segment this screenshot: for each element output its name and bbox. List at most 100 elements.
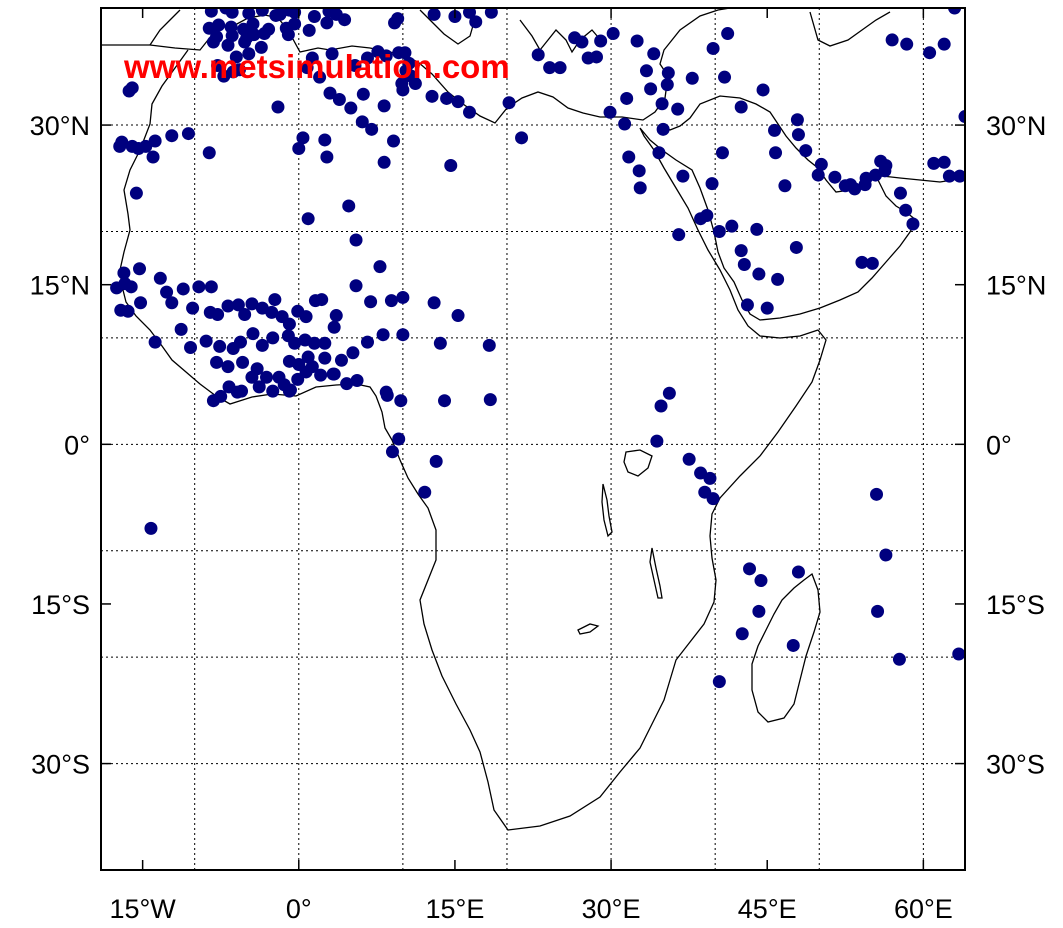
station-marker xyxy=(484,8,498,19)
station-marker xyxy=(300,61,314,75)
station-marker xyxy=(320,16,334,30)
station-marker xyxy=(906,217,920,231)
station-marker xyxy=(789,240,803,254)
station-marker xyxy=(296,131,310,145)
station-marker xyxy=(332,93,346,107)
station-marker xyxy=(313,70,327,84)
station-marker xyxy=(451,309,465,323)
station-marker xyxy=(221,360,235,374)
coastline-kalahari-pan xyxy=(577,623,600,635)
station-marker xyxy=(282,384,296,398)
station-marker xyxy=(269,8,283,22)
station-marker xyxy=(927,156,941,170)
station-marker xyxy=(737,257,751,271)
station-marker xyxy=(380,388,394,402)
station-marker xyxy=(257,27,271,41)
station-markers xyxy=(110,8,965,689)
station-marker xyxy=(260,370,274,384)
lon-tick-label: 45°E xyxy=(738,894,797,924)
station-marker xyxy=(712,224,726,238)
station-marker xyxy=(396,328,410,342)
station-marker xyxy=(399,64,413,78)
station-marker xyxy=(706,492,720,506)
station-marker xyxy=(236,355,250,369)
station-marker xyxy=(225,29,239,43)
lon-tick-label: 0° xyxy=(286,894,312,924)
station-marker xyxy=(706,41,720,55)
station-marker xyxy=(885,33,899,47)
station-marker xyxy=(639,64,653,78)
station-marker xyxy=(937,37,951,51)
coastline-lake-malawi xyxy=(649,547,663,599)
station-marker xyxy=(660,78,674,92)
station-marker xyxy=(265,305,279,319)
station-marker xyxy=(622,150,636,164)
station-marker xyxy=(318,351,332,365)
station-marker xyxy=(125,81,139,95)
station-marker xyxy=(254,40,268,54)
station-marker xyxy=(226,342,240,356)
station-marker xyxy=(859,171,873,185)
station-marker xyxy=(396,83,410,97)
axis-ticks: 15°W 0° 15°E 30°E 45°E 60°E 30°N 30°N 15°N 15°N 0°… xyxy=(30,8,1046,924)
station-marker xyxy=(682,452,696,466)
station-marker xyxy=(247,28,261,42)
station-marker xyxy=(791,128,805,142)
station-marker xyxy=(444,159,458,173)
station-marker xyxy=(433,336,447,350)
station-marker xyxy=(206,394,220,408)
station-marker xyxy=(298,333,312,347)
station-marker xyxy=(344,101,358,115)
station-marker xyxy=(392,432,406,446)
station-marker xyxy=(204,280,218,294)
lon-tick-label: 15°W xyxy=(109,894,176,924)
station-marker xyxy=(186,301,200,315)
station-marker xyxy=(952,647,965,661)
station-marker xyxy=(418,485,432,499)
lat-tick-label-left: 30°S xyxy=(31,750,90,780)
station-marker xyxy=(377,155,391,169)
station-marker xyxy=(348,58,362,72)
station-marker xyxy=(893,186,907,200)
station-marker xyxy=(364,295,378,309)
station-marker xyxy=(654,399,668,413)
lat-tick-label-left: 0° xyxy=(64,430,90,460)
station-marker xyxy=(892,652,906,666)
lat-tick-label-right: 0° xyxy=(986,430,1012,460)
lat-tick-label-left: 15°S xyxy=(31,590,90,620)
station-marker xyxy=(281,28,295,42)
station-marker xyxy=(661,66,675,80)
station-marker xyxy=(212,18,226,32)
lon-tick-label: 15°E xyxy=(426,894,485,924)
station-marker xyxy=(211,58,225,72)
station-marker xyxy=(338,13,352,27)
station-marker xyxy=(282,354,296,368)
station-marker xyxy=(245,370,259,384)
station-marker xyxy=(879,548,893,562)
station-marker xyxy=(314,368,328,382)
plot-frame xyxy=(100,7,966,871)
station-marker xyxy=(165,296,179,310)
station-marker xyxy=(620,91,634,105)
station-marker xyxy=(385,445,399,459)
station-marker xyxy=(376,328,390,342)
station-marker xyxy=(133,262,147,276)
station-marker xyxy=(231,298,245,312)
station-marker xyxy=(242,8,256,20)
station-marker xyxy=(305,51,319,65)
station-marker xyxy=(937,155,951,169)
station-marker xyxy=(350,373,364,387)
station-marker xyxy=(828,170,842,184)
station-marker xyxy=(210,30,224,44)
station-marker xyxy=(502,96,516,110)
station-marker xyxy=(288,336,302,350)
lon-tick-label: 60°E xyxy=(894,894,953,924)
station-marker xyxy=(246,327,260,341)
station-marker xyxy=(356,87,370,101)
station-marker xyxy=(117,266,131,280)
station-marker xyxy=(229,50,243,64)
station-marker xyxy=(342,199,356,213)
station-marker xyxy=(768,123,782,137)
station-marker xyxy=(232,63,246,77)
